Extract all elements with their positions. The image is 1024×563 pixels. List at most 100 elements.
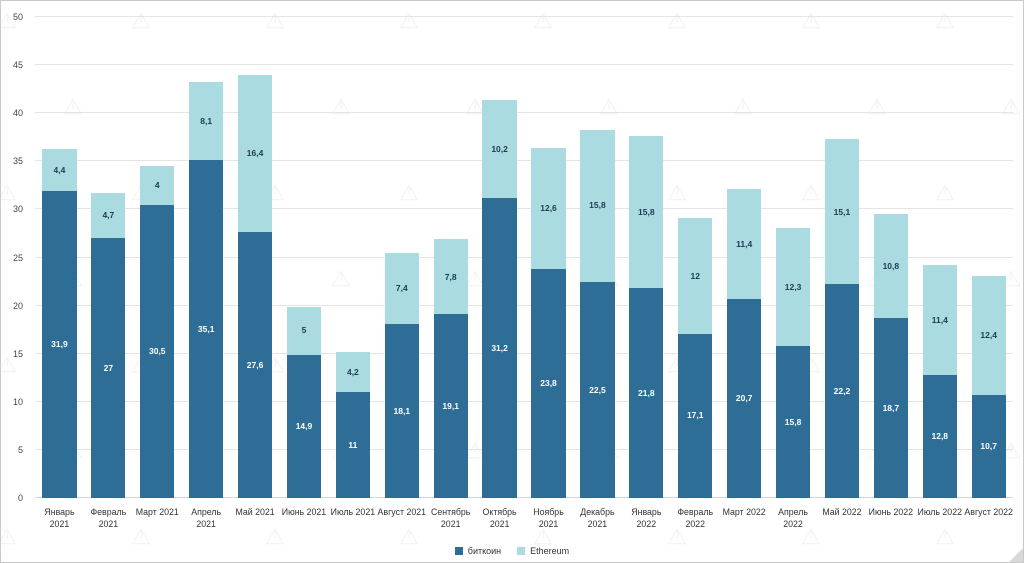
value-label-bitcoin: 31,9 [51,339,68,350]
y-axis: 0 5 10 15 20 25 30 35 40 45 50 [1,12,29,503]
x-tick-label: Ноябрь 2021 [533,507,564,529]
bar-segment-bitcoin: 10,7 [971,395,1006,498]
x-tick-label: Февраль 2022 [677,507,714,529]
bar-stack: 15,8 21,8 [629,136,664,498]
value-label-bitcoin: 30,5 [148,346,166,357]
value-label-ethereum: 4,4 [53,164,66,175]
y-tick-label: 25 [12,252,23,263]
legend-swatch [454,547,463,555]
x-tick-label: Май 2021 [235,507,275,517]
bar-stack: 10,8 18,7 [873,214,908,498]
bar-segment-bitcoin: 21,8 [629,288,664,498]
bar-group: 11,4 20,7 [720,17,769,498]
bar-stack: 4 30,5 [140,166,175,498]
value-label-bitcoin: 21,8 [638,387,655,398]
x-axis: Январь 2021 Февраль 2021 Март 2021 Апрель 2… [35,502,1013,536]
bar-segment-ethereum: 10,8 [873,214,908,319]
value-label-ethereum: 11,4 [736,238,753,249]
value-label-bitcoin: 17,1 [686,410,704,421]
bar-segment-bitcoin: 12,8 [922,374,957,498]
bar-group: 7,8 19,1 [426,17,475,498]
bar-segment-bitcoin: 31,2 [482,197,517,498]
bar-segment-ethereum: 15,1 [824,139,860,285]
gridline [35,352,1013,354]
value-label-ethereum: 8,1 [200,116,213,127]
y-tick-label: 15 [12,348,23,359]
value-label-ethereum: 4,2 [346,366,359,377]
value-label-ethereum: 12,3 [784,281,802,292]
x-tick-label: Август 2022 [964,507,1013,517]
bar-segment-ethereum: 11,4 [727,189,762,299]
gridline [35,208,1013,210]
bar-stack: 8,1 35,1 [189,82,224,498]
bar-segment-ethereum: 11,4 [922,265,957,375]
legend-item: Ethereum [517,546,569,556]
gridline [35,400,1013,402]
value-label-ethereum: 7,4 [395,283,408,294]
bar-group: 4,7 27 [84,17,133,498]
x-tick-label: Сентябрь 2021 [430,507,471,529]
bar-segment-ethereum: 4,7 [91,193,126,239]
bar-group: 15,1 22,2 [818,17,867,498]
bar-group: 12,3 15,8 [769,17,818,498]
value-label-bitcoin: 27 [103,362,114,373]
bar-segment-bitcoin: 27 [91,238,126,498]
bar-stack: 5 14,9 [286,306,322,498]
y-tick-label: 50 [12,12,23,22]
bar-segment-ethereum: 8,1 [189,82,224,161]
value-label-bitcoin: 31,2 [491,342,508,353]
bar-stack: 12,6 23,8 [531,147,566,498]
x-tick-label: Декабрь 2021 [580,507,615,529]
bar-segment-ethereum: 16,4 [237,74,273,233]
bar-segment-bitcoin: 18,7 [873,318,908,498]
bar-segment-bitcoin: 19,1 [433,314,468,498]
bar-segment-ethereum: 12,6 [531,147,566,270]
bar-segment-ethereum: 15,8 [629,136,664,289]
bar-group: 4 30,5 [133,17,182,498]
x-tick-label: Август 2021 [377,507,427,517]
y-tick-label: 5 [17,444,23,455]
bar-group: 7,4 18,1 [377,17,426,498]
bar-group: 15,8 21,8 [622,17,671,498]
bar-segment-ethereum: 12 [678,218,713,334]
bar-group: 16,4 27,6 [231,17,280,498]
value-label-ethereum: 12,4 [980,330,997,341]
bar-segment-bitcoin: 35,1 [189,160,224,498]
value-label-ethereum: 10,2 [491,143,508,154]
bar-segment-ethereum: 15,8 [580,129,615,282]
gridline [35,16,1013,17]
bar-segment-ethereum: 4,4 [42,148,77,192]
value-label-bitcoin: 10,7 [980,441,997,452]
bar-segment-bitcoin: 31,9 [42,191,77,498]
bar-segment-ethereum: 12,3 [775,227,811,346]
bar-stack: 4,4 31,9 [42,148,77,498]
y-tick-label: 30 [12,204,23,215]
y-tick-label: 20 [12,300,23,311]
legend: биткоин Ethereum [1,546,1023,556]
bar-group: 4,4 31,9 [35,17,84,498]
bar-segment-ethereum: 12,4 [971,275,1006,396]
x-tick-label: Июнь 2022 [868,507,914,517]
bar-group: 12,6 23,8 [524,17,573,498]
bar-segment-bitcoin: 22,2 [824,284,860,498]
bar-group: 8,1 35,1 [182,17,231,498]
x-tick-label: Июль 2022 [917,507,962,517]
gridline [35,112,1013,114]
bar-stack: 10,2 31,2 [482,99,517,498]
x-tick-label: Январь 2021 [44,507,75,529]
value-label-bitcoin: 18,7 [882,402,900,413]
bar-segment-bitcoin: 11 [335,392,370,498]
bar-group: 5 14,9 [280,17,329,498]
x-tick-label: Апрель 2022 [778,507,808,529]
bar-segment-bitcoin: 22,5 [580,281,615,498]
y-tick-label: 40 [12,108,23,119]
value-label-ethereum: 4 [154,180,160,191]
gridline [35,497,1013,498]
bar-segment-bitcoin: 15,8 [775,346,811,498]
bar-segment-bitcoin: 14,9 [286,354,322,498]
value-label-ethereum: 15,8 [638,207,655,218]
gridline [35,448,1013,450]
bar-stack: 15,8 22,5 [580,129,615,498]
x-tick-label: Июль 2021 [330,507,376,517]
value-label-bitcoin: 19,1 [442,400,459,411]
